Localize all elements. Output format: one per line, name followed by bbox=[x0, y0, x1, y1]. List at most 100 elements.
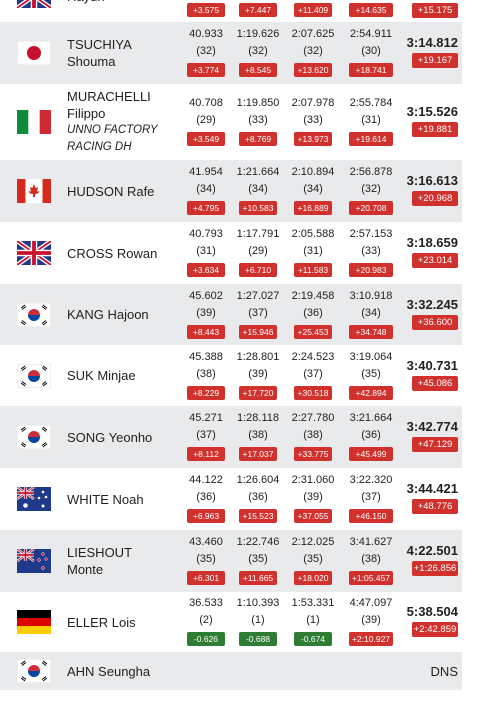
split-gap: -0.688 bbox=[239, 632, 277, 646]
split-time: 1:19.626 bbox=[236, 28, 280, 40]
split-time: 41.954 bbox=[189, 166, 223, 178]
split-rank: (34) bbox=[303, 183, 323, 195]
split-gap: -0.674 bbox=[294, 632, 332, 646]
split-time: 45.602 bbox=[189, 289, 223, 302]
rider: AHN Seungha bbox=[67, 663, 150, 680]
flag-part bbox=[39, 110, 51, 134]
flag-part bbox=[17, 110, 29, 134]
split-time: 1:21.664 bbox=[236, 166, 280, 178]
split-rank: (32) bbox=[248, 45, 268, 57]
split-time: 2:05.588 bbox=[291, 228, 335, 240]
split-rank: (33) bbox=[248, 114, 268, 126]
flag-part bbox=[20, 304, 48, 325]
flag bbox=[17, 179, 51, 203]
flag-part bbox=[28, 110, 40, 134]
flag-part bbox=[41, 566, 45, 570]
flag-part bbox=[37, 558, 41, 562]
flag-part bbox=[32, 0, 36, 8]
total-gap: +1:26.856 bbox=[412, 561, 458, 576]
rider-name: LIESHOUT bbox=[67, 545, 133, 560]
split-rank: (33) bbox=[361, 245, 381, 257]
split-time: 3:41.627 bbox=[349, 536, 393, 548]
rider: KANG Hajoon bbox=[67, 306, 149, 323]
result-row: HUDSON Rafe 41.954 (34) +4.795 1:21.664 (34) +… bbox=[0, 160, 462, 222]
flag-part bbox=[44, 495, 48, 499]
split-gap: +8.112 bbox=[187, 447, 225, 461]
team-name: RACING DH bbox=[67, 141, 132, 153]
split-rank: (34) bbox=[361, 306, 381, 319]
split-gap: +6.710 bbox=[239, 263, 277, 277]
flag bbox=[17, 0, 51, 8]
split-rank: (32) bbox=[361, 183, 381, 195]
split-rank: (38) bbox=[196, 367, 216, 380]
split-gap: +6.301 bbox=[187, 571, 225, 585]
total-gap: +45.086 bbox=[412, 375, 458, 391]
split-time: 2:54.911 bbox=[349, 28, 393, 40]
split-rank: (1) bbox=[251, 614, 265, 626]
flag-part bbox=[17, 487, 34, 499]
rider: Hayun bbox=[67, 0, 105, 5]
split-rank: (36) bbox=[303, 306, 323, 319]
split-gap: +3.634 bbox=[187, 263, 225, 277]
result-row: MURACHELLI Filippo UNNO FACTORY RACING DH 40… bbox=[0, 84, 462, 160]
total-time: 3:16.613 bbox=[406, 173, 458, 188]
flag-part bbox=[42, 179, 51, 203]
split-rank: (32) bbox=[303, 45, 323, 57]
split-rank: (39) bbox=[196, 306, 216, 319]
result-row: Hayun +3.575 +7.447 +11.409 +14.635 +15.175 bbox=[0, 0, 462, 22]
total-time: 3:42.774 bbox=[406, 419, 458, 434]
split-time: 4:47.097 bbox=[349, 597, 393, 609]
rider-name: MURACHELLI bbox=[67, 89, 151, 104]
split-rank: (39) bbox=[248, 367, 268, 380]
flag bbox=[17, 110, 51, 134]
split-time: 45.271 bbox=[189, 412, 223, 424]
total-gap: +23.014 bbox=[412, 253, 458, 268]
split-rank: (31) bbox=[196, 245, 216, 257]
split-gap: +30.518 bbox=[294, 385, 332, 400]
split-time: 3:21.664 bbox=[349, 412, 393, 424]
split-gap: +6.963 bbox=[187, 509, 225, 523]
flag-part bbox=[28, 184, 40, 197]
split-rank: (38) bbox=[248, 429, 268, 441]
flag-part bbox=[20, 365, 48, 386]
split-time: 40.933 bbox=[189, 28, 223, 40]
split-time: 2:24.523 bbox=[291, 350, 335, 363]
flag-part bbox=[20, 660, 48, 682]
split-gap: +13.620 bbox=[294, 63, 332, 77]
split-time: 2:31.060 bbox=[291, 474, 335, 486]
result-row: TSUCHIYA Shouma 40.933 (32) +3.774 1:19.626 (3… bbox=[0, 22, 462, 84]
flag-part bbox=[41, 552, 45, 556]
split-time: 1:10.393 bbox=[236, 597, 280, 609]
split-time: 1:53.331 bbox=[291, 597, 335, 609]
result-row: SONG Yeonho 45.271 (37) +8.112 1:28.118 (38) +… bbox=[0, 406, 462, 468]
split-gap: +3.774 bbox=[187, 63, 225, 77]
flag-part bbox=[17, 618, 51, 626]
rider: CROSS Rowan bbox=[67, 245, 157, 262]
split-rank: (29) bbox=[196, 114, 216, 126]
split-time: 2:55.784 bbox=[349, 97, 393, 109]
team-name: UNNO FACTORY bbox=[67, 124, 158, 136]
flag bbox=[17, 425, 51, 449]
split-gap: +3.575 bbox=[187, 3, 225, 17]
split-rank: (37) bbox=[248, 306, 268, 319]
total-gap: +20.968 bbox=[412, 191, 458, 206]
split-time: 1:22.746 bbox=[236, 536, 280, 548]
rider-name: Filippo bbox=[67, 106, 106, 121]
result-row: CROSS Rowan 40.793 (31) +3.634 1:17.791 (29) +… bbox=[0, 222, 462, 284]
split-time: 36.533 bbox=[189, 597, 223, 609]
split-gap: +13.973 bbox=[294, 132, 332, 146]
split-gap: +7.447 bbox=[239, 3, 277, 17]
split-rank: (37) bbox=[361, 491, 381, 503]
split-time: 2:12.025 bbox=[291, 536, 335, 548]
rider-name: Monte bbox=[67, 562, 104, 577]
total-gap: +2:42.859 bbox=[412, 622, 458, 637]
split-gap: +8.545 bbox=[239, 63, 277, 77]
split-gap: +15.523 bbox=[239, 509, 277, 523]
flag-part bbox=[20, 426, 48, 448]
split-gap: +17.037 bbox=[239, 447, 277, 461]
flag-part bbox=[37, 496, 41, 500]
split-rank: (36) bbox=[196, 491, 216, 503]
flag bbox=[17, 302, 51, 327]
split-rank: (35) bbox=[248, 553, 268, 565]
total-gap: +19.167 bbox=[412, 53, 458, 68]
